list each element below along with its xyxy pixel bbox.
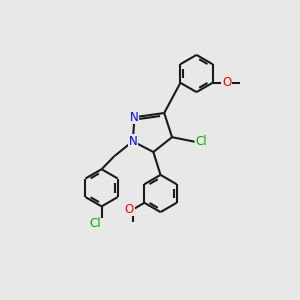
Text: N: N: [129, 135, 138, 148]
Text: Cl: Cl: [195, 135, 207, 148]
Text: O: O: [222, 76, 231, 89]
Text: N: N: [130, 111, 139, 124]
Text: Cl: Cl: [89, 217, 101, 230]
Text: O: O: [125, 203, 134, 216]
